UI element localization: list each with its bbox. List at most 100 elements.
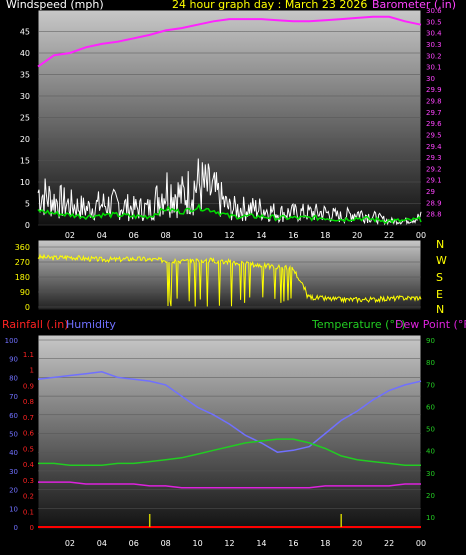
temperature-y-tick: 50 xyxy=(426,426,435,434)
humidity-y-tick: 0 xyxy=(14,524,18,532)
climate-x-tick: 20 xyxy=(352,539,362,548)
wind-x-tick: 16 xyxy=(288,231,298,240)
wind-y-tick: 45 xyxy=(20,28,30,37)
wind-y-tick: 10 xyxy=(20,178,30,187)
wind-x-tick: 00 xyxy=(416,231,426,240)
climate-x-tick: 06 xyxy=(129,539,139,548)
barometer-y-tick: 29.7 xyxy=(426,109,442,117)
wind-y-tick: 5 xyxy=(25,200,30,209)
rainfall-y-tick: 0.4 xyxy=(23,461,35,469)
wind-y-tick: 35 xyxy=(20,71,30,80)
temperature-y-tick: 60 xyxy=(426,403,435,411)
barometer-y-tick: 29 xyxy=(426,188,435,196)
temperature-line xyxy=(38,438,421,467)
climate-x-tick: 10 xyxy=(192,539,202,548)
temperature-y-tick: 10 xyxy=(426,514,435,522)
barometer-y-tick: 29.2 xyxy=(426,165,442,173)
humidity-y-tick: 10 xyxy=(9,505,18,513)
barometer-y-tick: 30.2 xyxy=(426,52,442,60)
wind-y-tick: 0 xyxy=(25,221,30,230)
climate-x-tick: 16 xyxy=(288,539,298,548)
direction-y-tick: 360 xyxy=(15,243,30,252)
wind-x-tick: 20 xyxy=(352,231,362,240)
wind-x-tick: 22 xyxy=(384,231,394,240)
temperature-y-tick: 20 xyxy=(426,492,435,500)
humidity-y-tick: 50 xyxy=(9,431,18,439)
barometer-axis-title: Barometer (.in) xyxy=(372,0,456,11)
dir-label-n-bottom: N xyxy=(436,303,445,316)
rainfall-y-tick: 0.5 xyxy=(23,445,34,453)
rainfall-y-tick: 0.2 xyxy=(23,493,34,501)
wind-axis-title: Windspeed (mph) xyxy=(6,0,104,11)
dir-label-e: E xyxy=(436,288,443,301)
barometer-y-tick: 28.9 xyxy=(426,199,442,207)
wind-x-tick: 04 xyxy=(97,231,107,240)
temperature-y-tick: 70 xyxy=(426,381,435,389)
wind-y-tick: 40 xyxy=(20,49,30,58)
wind-x-tick: 02 xyxy=(65,231,75,240)
windspeed-gust-line xyxy=(37,158,422,226)
humidity-axis-title: Humidity xyxy=(66,318,116,331)
direction-line xyxy=(37,253,422,307)
dewpoint-line xyxy=(38,481,421,489)
chart-title: 24 hour graph day : March 23 2026 xyxy=(172,0,368,11)
temperature-y-tick: 30 xyxy=(426,470,435,478)
dir-label-w: W xyxy=(436,254,447,267)
direction-y-tick: 90 xyxy=(20,288,30,297)
humidity-y-tick: 70 xyxy=(9,393,18,401)
wind-x-tick: 12 xyxy=(224,231,234,240)
rainfall-y-tick: 0.9 xyxy=(23,382,34,390)
humidity-y-tick: 80 xyxy=(9,374,18,382)
barometer-y-tick: 28.8 xyxy=(426,211,442,219)
rainfall-y-tick: 0 xyxy=(30,524,34,532)
barometer-y-tick: 29.4 xyxy=(426,143,442,151)
humidity-y-tick: 30 xyxy=(9,468,18,476)
barometer-y-tick: 29.3 xyxy=(426,154,442,162)
barometer-y-tick: 29.6 xyxy=(426,120,442,128)
barometer-y-tick: 30 xyxy=(426,75,435,83)
climate-x-tick: 18 xyxy=(320,539,330,548)
temperature-y-tick: 80 xyxy=(426,359,435,367)
wind-y-tick: 30 xyxy=(20,92,30,101)
barometer-y-tick: 30.1 xyxy=(426,64,442,72)
temperature-y-tick: 90 xyxy=(426,337,435,345)
direction-y-tick: 0 xyxy=(25,303,30,312)
rainfall-y-tick: 0.7 xyxy=(23,414,34,422)
windspeed-average-line xyxy=(37,203,422,224)
direction-y-tick: 270 xyxy=(15,258,30,267)
rainfall-y-tick: 0.6 xyxy=(23,430,35,438)
humidity-y-tick: 90 xyxy=(9,356,18,364)
barometer-y-tick: 30.6 xyxy=(426,7,442,15)
climate-x-tick: 02 xyxy=(65,539,75,548)
humidity-y-tick: 60 xyxy=(9,412,18,420)
humidity-y-tick: 100 xyxy=(5,337,18,345)
barometer-y-tick: 30.4 xyxy=(426,30,442,38)
climate-plot-area xyxy=(37,334,422,531)
rainfall-axis-title: Rainfall (.in) xyxy=(2,318,69,331)
dir-label-s: S xyxy=(436,271,443,284)
wind-y-tick: 20 xyxy=(20,135,30,144)
barometer-y-tick: 29.8 xyxy=(426,98,442,106)
humidity-y-tick: 40 xyxy=(9,449,18,457)
wind-y-tick: 15 xyxy=(20,157,30,166)
temperature-axis-title: Temperature (°F) xyxy=(312,318,406,331)
barometer-y-tick: 29.9 xyxy=(426,86,442,94)
climate-x-tick: 12 xyxy=(224,539,234,548)
barometer-line xyxy=(37,15,422,68)
dewpoint-axis-title: Dew Point (°F) xyxy=(395,318,466,331)
rainfall-y-tick: 0.1 xyxy=(23,508,34,516)
barometer-y-tick: 30.5 xyxy=(426,18,442,26)
climate-x-tick: 04 xyxy=(97,539,107,548)
rainfall-y-tick: 1.1 xyxy=(23,351,34,359)
barometer-y-tick: 29.1 xyxy=(426,177,442,185)
climate-x-tick: 14 xyxy=(256,539,266,548)
humidity-y-tick: 20 xyxy=(9,487,18,495)
rainfall-y-tick: 0.3 xyxy=(23,477,34,485)
wind-y-tick: 25 xyxy=(20,114,30,123)
barometer-y-tick: 30.3 xyxy=(426,41,442,49)
wind-x-tick: 08 xyxy=(161,231,171,240)
rainfall-y-tick: 1 xyxy=(30,367,34,375)
wind-x-tick: 10 xyxy=(192,231,202,240)
rainfall-y-tick: 0.8 xyxy=(23,398,34,406)
